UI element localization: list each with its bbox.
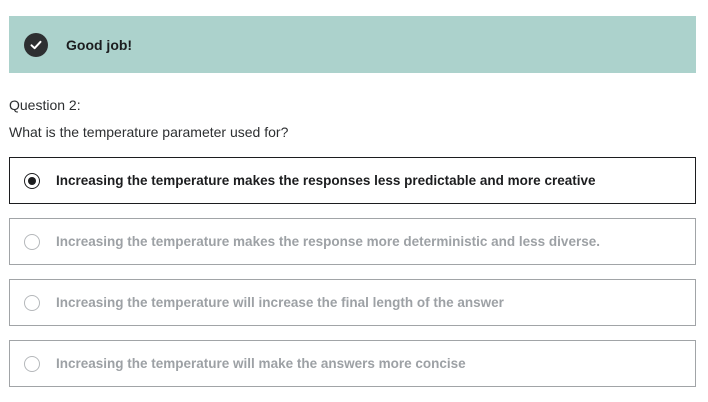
answer-option-4[interactable]: Increasing the temperature will make the… <box>9 340 696 387</box>
radio-button[interactable] <box>24 172 40 189</box>
answer-option-label: Increasing the temperature makes the res… <box>56 173 596 188</box>
check-circle-icon <box>24 32 48 57</box>
answer-option-label: Increasing the temperature will increase… <box>56 295 504 310</box>
feedback-message: Good job! <box>66 36 133 53</box>
radio-button[interactable] <box>24 294 40 311</box>
answer-option-label: Increasing the temperature makes the res… <box>56 234 600 249</box>
feedback-banner: Good job! <box>9 16 696 73</box>
question-text: What is the temperature parameter used f… <box>9 124 289 140</box>
question-number: Question 2: <box>9 97 81 113</box>
radio-selected-dot <box>28 176 36 185</box>
answer-option-1[interactable]: Increasing the temperature makes the res… <box>9 157 696 204</box>
radio-button[interactable] <box>24 355 40 372</box>
answer-option-2[interactable]: Increasing the temperature makes the res… <box>9 218 696 265</box>
answer-option-3[interactable]: Increasing the temperature will increase… <box>9 279 696 326</box>
answer-option-label: Increasing the temperature will make the… <box>56 356 466 371</box>
radio-button[interactable] <box>24 233 40 250</box>
